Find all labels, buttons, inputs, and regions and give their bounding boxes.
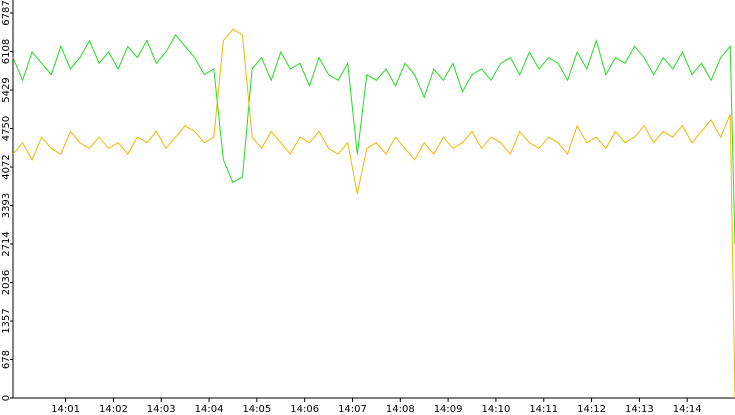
x-tick-label: 14:05 [242,404,271,415]
x-tick-label: 14:07 [338,404,367,415]
y-tick-label: 4750 [1,116,12,141]
y-tick-label: 3393 [1,193,12,218]
x-tick-label: 14:02 [99,404,128,415]
y-tick-label: 6787 [1,0,12,25]
x-tick-label: 14:13 [625,404,654,415]
y-tick-label: 6108 [1,39,12,64]
y-tick-label: 2714 [1,231,12,256]
y-tick-label: 678 [1,350,12,369]
x-tick-label: 14:01 [51,404,80,415]
x-tick-label: 14:09 [434,404,463,415]
x-tick-label: 14:14 [673,404,702,415]
y-tick-label: 1357 [1,308,12,333]
x-tick-label: 14:06 [290,404,319,415]
x-tick-label: 14:04 [195,404,224,415]
x-tick-label: 14:03 [147,404,176,415]
x-tick-label: 14:12 [577,404,606,415]
series-line [12,34,735,245]
y-tick-label: 2036 [1,270,12,295]
y-tick-label: 4072 [1,154,12,179]
x-tick-label: 14:11 [529,404,558,415]
x-tick-label: 14:10 [482,404,511,415]
y-tick-label: 5429 [1,77,12,102]
series-line [12,28,735,399]
x-tick-label: 14:08 [386,404,415,415]
y-tick-label: 0 [1,395,12,401]
